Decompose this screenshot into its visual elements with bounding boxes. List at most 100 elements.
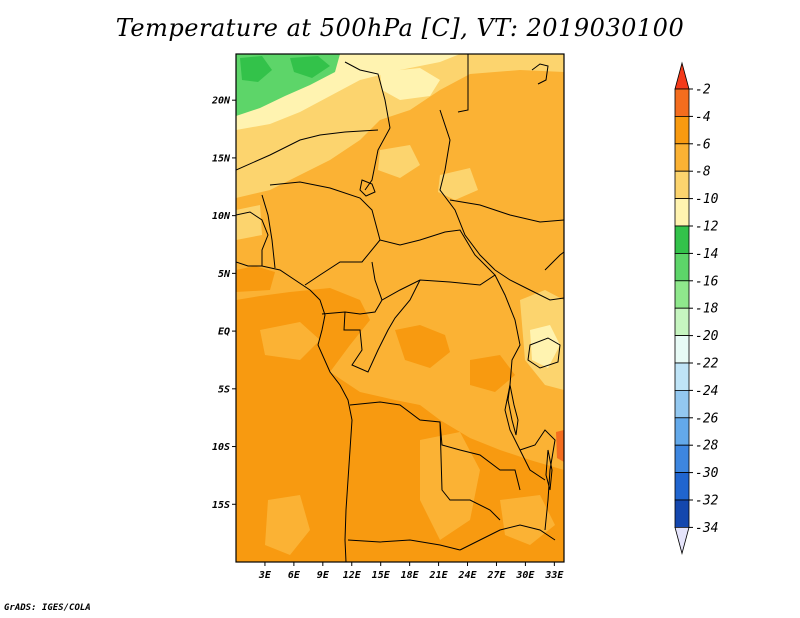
border-benin-togo (261, 194, 276, 269)
temperature-field (236, 54, 564, 562)
lake-malawi (545, 449, 553, 491)
colorbar-label: -28 (695, 439, 719, 454)
border-angola-namibia (347, 539, 461, 551)
lon-tick-label: 18E (401, 570, 420, 581)
colorbar-label: -20 (695, 329, 719, 344)
lon-tick-label: 12E (343, 570, 362, 581)
colorbar-bottom-arrow (674, 527, 690, 555)
map-title: Temperature at 500hPa [C], VT: 201903010… (115, 14, 685, 42)
lake-tanganyika (507, 384, 519, 436)
colorbar-label: -4 (695, 110, 711, 125)
field-mild-patch-1 (260, 322, 320, 360)
border-algeria-libya (344, 61, 391, 129)
field-mild-patch-3 (265, 495, 310, 555)
field-cool-patch-2 (438, 168, 478, 200)
lon-tick-label: 3E (258, 570, 272, 581)
border-mali-niger (236, 129, 379, 171)
colorbar-segment (674, 499, 690, 528)
colorbar-segment (674, 170, 690, 199)
border-westafrica-small (236, 211, 269, 266)
colorbar-label: -16 (695, 274, 719, 289)
colorbar-label: -22 (695, 357, 719, 372)
colorbar-label: -32 (695, 494, 719, 509)
colorbar-segment (674, 335, 690, 364)
field-mild-patch-4 (500, 495, 555, 545)
border-red-sea (531, 63, 549, 85)
longitude-axis: 3E 6E 9E 12E 15E 18E 21E 24E 27E 30E 33E (258, 562, 564, 581)
field-warm-patch-1 (395, 325, 450, 368)
colorbar-segment (674, 280, 690, 309)
colorbar-segment (674, 252, 690, 282)
colorbar-label: -12 (695, 220, 719, 235)
colorbar-label: -14 (695, 247, 718, 262)
field-warm-patch-3 (236, 266, 275, 292)
colorbar-segment (674, 225, 690, 254)
field-cooler-patch-1 (380, 68, 440, 100)
lat-tick-label: 10N (212, 211, 231, 222)
field-cooler-patch-2 (530, 325, 560, 368)
field-cool-patch-1 (378, 145, 420, 178)
colorbar-label: -24 (695, 384, 718, 399)
lat-tick-label: 15N (212, 153, 231, 164)
border-chad-sudan (439, 109, 496, 271)
lat-tick-label: EQ (218, 327, 230, 338)
colorbar-segment (674, 116, 690, 145)
field-colder-nw-2 (290, 56, 330, 78)
colorbar-segment (674, 389, 690, 419)
lon-tick-label: 15E (372, 570, 391, 581)
lat-tick-label: 20N (211, 96, 231, 107)
field-cool-patch-4 (236, 205, 262, 240)
border-zambia-south (459, 524, 556, 551)
colorbar-label: -8 (695, 165, 711, 180)
colorbar-label: -2 (695, 83, 711, 98)
lat-tick-label: 15S (212, 500, 230, 511)
colorbar-segment (674, 417, 690, 446)
credit-label: GrADS: IGES/COLA (4, 603, 91, 613)
lake-victoria (527, 337, 561, 369)
latitude-axis: 20N 15N 10N 5N EQ 5S 10S 15S (211, 96, 236, 511)
colorbar-label: -34 (695, 521, 718, 536)
field-colder-nw (240, 56, 272, 82)
colorbar: -2 -4 -6 -8 -10 -12 -14 -16 -18 -20 -22 -24 -26 -28 -3… (674, 61, 719, 555)
colorbar-top-arrow (674, 61, 690, 90)
lon-tick-label: 9E (317, 570, 330, 581)
border-niger-chad (364, 127, 391, 191)
colorbar-label: -6 (695, 137, 711, 152)
colorbar-label: -10 (695, 192, 719, 207)
lat-tick-label: 10S (212, 442, 230, 453)
lon-tick-label: 33E (544, 570, 564, 581)
lake-chad (359, 179, 376, 197)
lon-tick-label: 27E (486, 570, 506, 581)
colorbar-label: -26 (695, 411, 719, 426)
lat-tick-label: 5N (218, 269, 231, 280)
map-frame (235, 53, 565, 563)
border-congo (343, 279, 421, 373)
border-sudan-southsudan (449, 199, 564, 223)
coastline-west-africa (236, 261, 353, 562)
border-drc-south (349, 401, 521, 491)
colorbar-segment (674, 472, 690, 501)
colorbar-segment (674, 88, 690, 117)
colorbar-segment (674, 307, 690, 337)
border-southsudan-east (494, 269, 564, 301)
field-warm-south (236, 288, 564, 562)
colorbar-segment (674, 362, 690, 391)
colorbar-label: -18 (695, 302, 719, 317)
field-mild-patch-2 (420, 432, 480, 540)
border-cameroon-gabon (321, 299, 383, 315)
border-angola-zambia (439, 421, 501, 521)
field-hot-spot (556, 430, 564, 462)
border-mozambique (519, 429, 556, 531)
border-car (371, 229, 496, 301)
lon-tick-label: 30E (515, 570, 535, 581)
lon-tick-label: 6E (288, 570, 301, 581)
colorbar-segment (674, 444, 690, 474)
lat-tick-label: 5S (218, 384, 230, 395)
colorbar-segment (674, 143, 690, 172)
country-borders (236, 54, 564, 562)
border-ethiopia (544, 251, 564, 271)
border-nigeria (269, 181, 381, 286)
colorbar-label: -30 (695, 466, 719, 481)
colorbar-segment (674, 198, 690, 227)
